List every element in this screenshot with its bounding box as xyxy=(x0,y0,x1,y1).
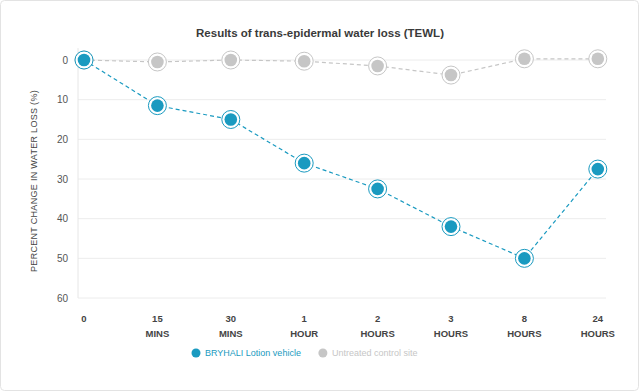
grid-line xyxy=(78,139,606,140)
data-point xyxy=(148,53,166,71)
data-point xyxy=(295,154,313,172)
legend-swatch xyxy=(318,349,327,358)
marker-dot xyxy=(445,69,458,82)
legend-swatch xyxy=(192,349,201,358)
x-tick-label: 15MINS xyxy=(146,313,170,339)
legend-label: BRYHALI Lotion vehicle xyxy=(205,348,301,358)
marker-ring xyxy=(369,180,387,198)
data-point xyxy=(442,66,460,84)
grid-line xyxy=(78,218,606,219)
data-point xyxy=(515,50,533,68)
data-point xyxy=(148,97,166,115)
marker-dot xyxy=(151,56,164,69)
marker-ring xyxy=(369,57,387,75)
x-tick-label: 24HOURS xyxy=(581,313,615,339)
y-tick-label: 0 xyxy=(62,55,68,66)
title: Results of trans-epidermal water loss (T… xyxy=(196,27,444,39)
legend-label: Untreated control site xyxy=(332,348,418,358)
y-axis-line xyxy=(78,48,79,298)
marker-dot xyxy=(78,54,91,67)
frame xyxy=(1,1,639,391)
marker-ring xyxy=(295,154,313,172)
data-point xyxy=(222,111,240,129)
marker-ring xyxy=(148,97,166,115)
x-tick-label: 3HOURS xyxy=(434,313,468,339)
marker-ring xyxy=(75,51,93,69)
y-tick-label: 50 xyxy=(57,253,69,264)
data-point xyxy=(442,218,460,236)
marker-dot xyxy=(225,54,238,67)
chart: Results of trans-epidermal water loss (T… xyxy=(0,0,639,391)
marker-ring xyxy=(589,50,607,68)
x-tick-label: 8HOURS xyxy=(507,313,541,339)
y-tick-label: 40 xyxy=(57,213,69,224)
y-tick-label: 60 xyxy=(57,293,69,304)
data-point xyxy=(589,50,607,68)
grid-line xyxy=(78,298,606,299)
marker-ring xyxy=(442,218,460,236)
marker-dot xyxy=(592,53,605,66)
marker-ring xyxy=(148,53,166,71)
marker-ring xyxy=(589,160,607,178)
marker-ring xyxy=(222,111,240,129)
marker-ring xyxy=(75,51,93,69)
marker-ring xyxy=(295,52,313,70)
y-axis-label: PERCENT CHANGE IN WATER LOSS (%) xyxy=(29,90,39,272)
marker-dot xyxy=(151,99,164,112)
y-tick-label: 20 xyxy=(57,134,69,145)
marker-ring xyxy=(222,51,240,69)
marker-dot xyxy=(518,252,531,265)
x-tick-label: 30MINS xyxy=(219,313,243,339)
marker-dot xyxy=(445,220,458,233)
marker-dot xyxy=(371,60,384,73)
y-tick-label: 30 xyxy=(57,174,69,185)
marker-dot xyxy=(298,157,311,170)
marker-dot xyxy=(298,55,311,68)
y-tick-label: 10 xyxy=(57,94,69,105)
legend: BRYHALI Lotion vehicle Untreated control … xyxy=(192,348,418,358)
data-point xyxy=(75,51,93,69)
plot-area xyxy=(75,50,607,268)
data-point xyxy=(369,57,387,75)
series-line xyxy=(84,60,598,258)
data-point xyxy=(75,51,93,69)
x-tick-label: 0 xyxy=(81,313,86,324)
marker-ring xyxy=(515,50,533,68)
marker-dot xyxy=(592,163,605,176)
marker-ring xyxy=(442,66,460,84)
marker-ring xyxy=(515,249,533,267)
x-tick-label: 1HOUR xyxy=(290,313,318,339)
data-point xyxy=(589,160,607,178)
marker-dot xyxy=(78,54,91,67)
data-point xyxy=(369,180,387,198)
data-point xyxy=(295,52,313,70)
x-tick-label: 2HOURS xyxy=(360,313,394,339)
marker-dot xyxy=(225,113,238,126)
marker-dot xyxy=(371,183,384,196)
marker-dot xyxy=(518,53,531,66)
data-point xyxy=(222,51,240,69)
data-point xyxy=(515,249,533,267)
grid-line xyxy=(78,179,606,180)
